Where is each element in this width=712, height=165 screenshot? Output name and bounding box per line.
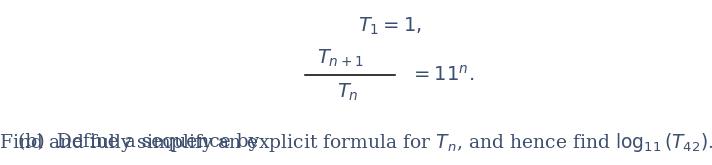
Text: $T_1 = 1,$: $T_1 = 1,$ — [358, 15, 422, 37]
Text: $T_n$: $T_n$ — [337, 81, 359, 103]
Text: Find and fully simplify an explicit formula for $T_n$, and hence find $\log_{11}: Find and fully simplify an explicit form… — [0, 132, 712, 154]
Text: $= 11^n.$: $= 11^n.$ — [410, 65, 474, 85]
Text: (b)  Define a sequence by: (b) Define a sequence by — [18, 133, 259, 151]
Text: $T_{n+1}$: $T_{n+1}$ — [317, 47, 363, 69]
